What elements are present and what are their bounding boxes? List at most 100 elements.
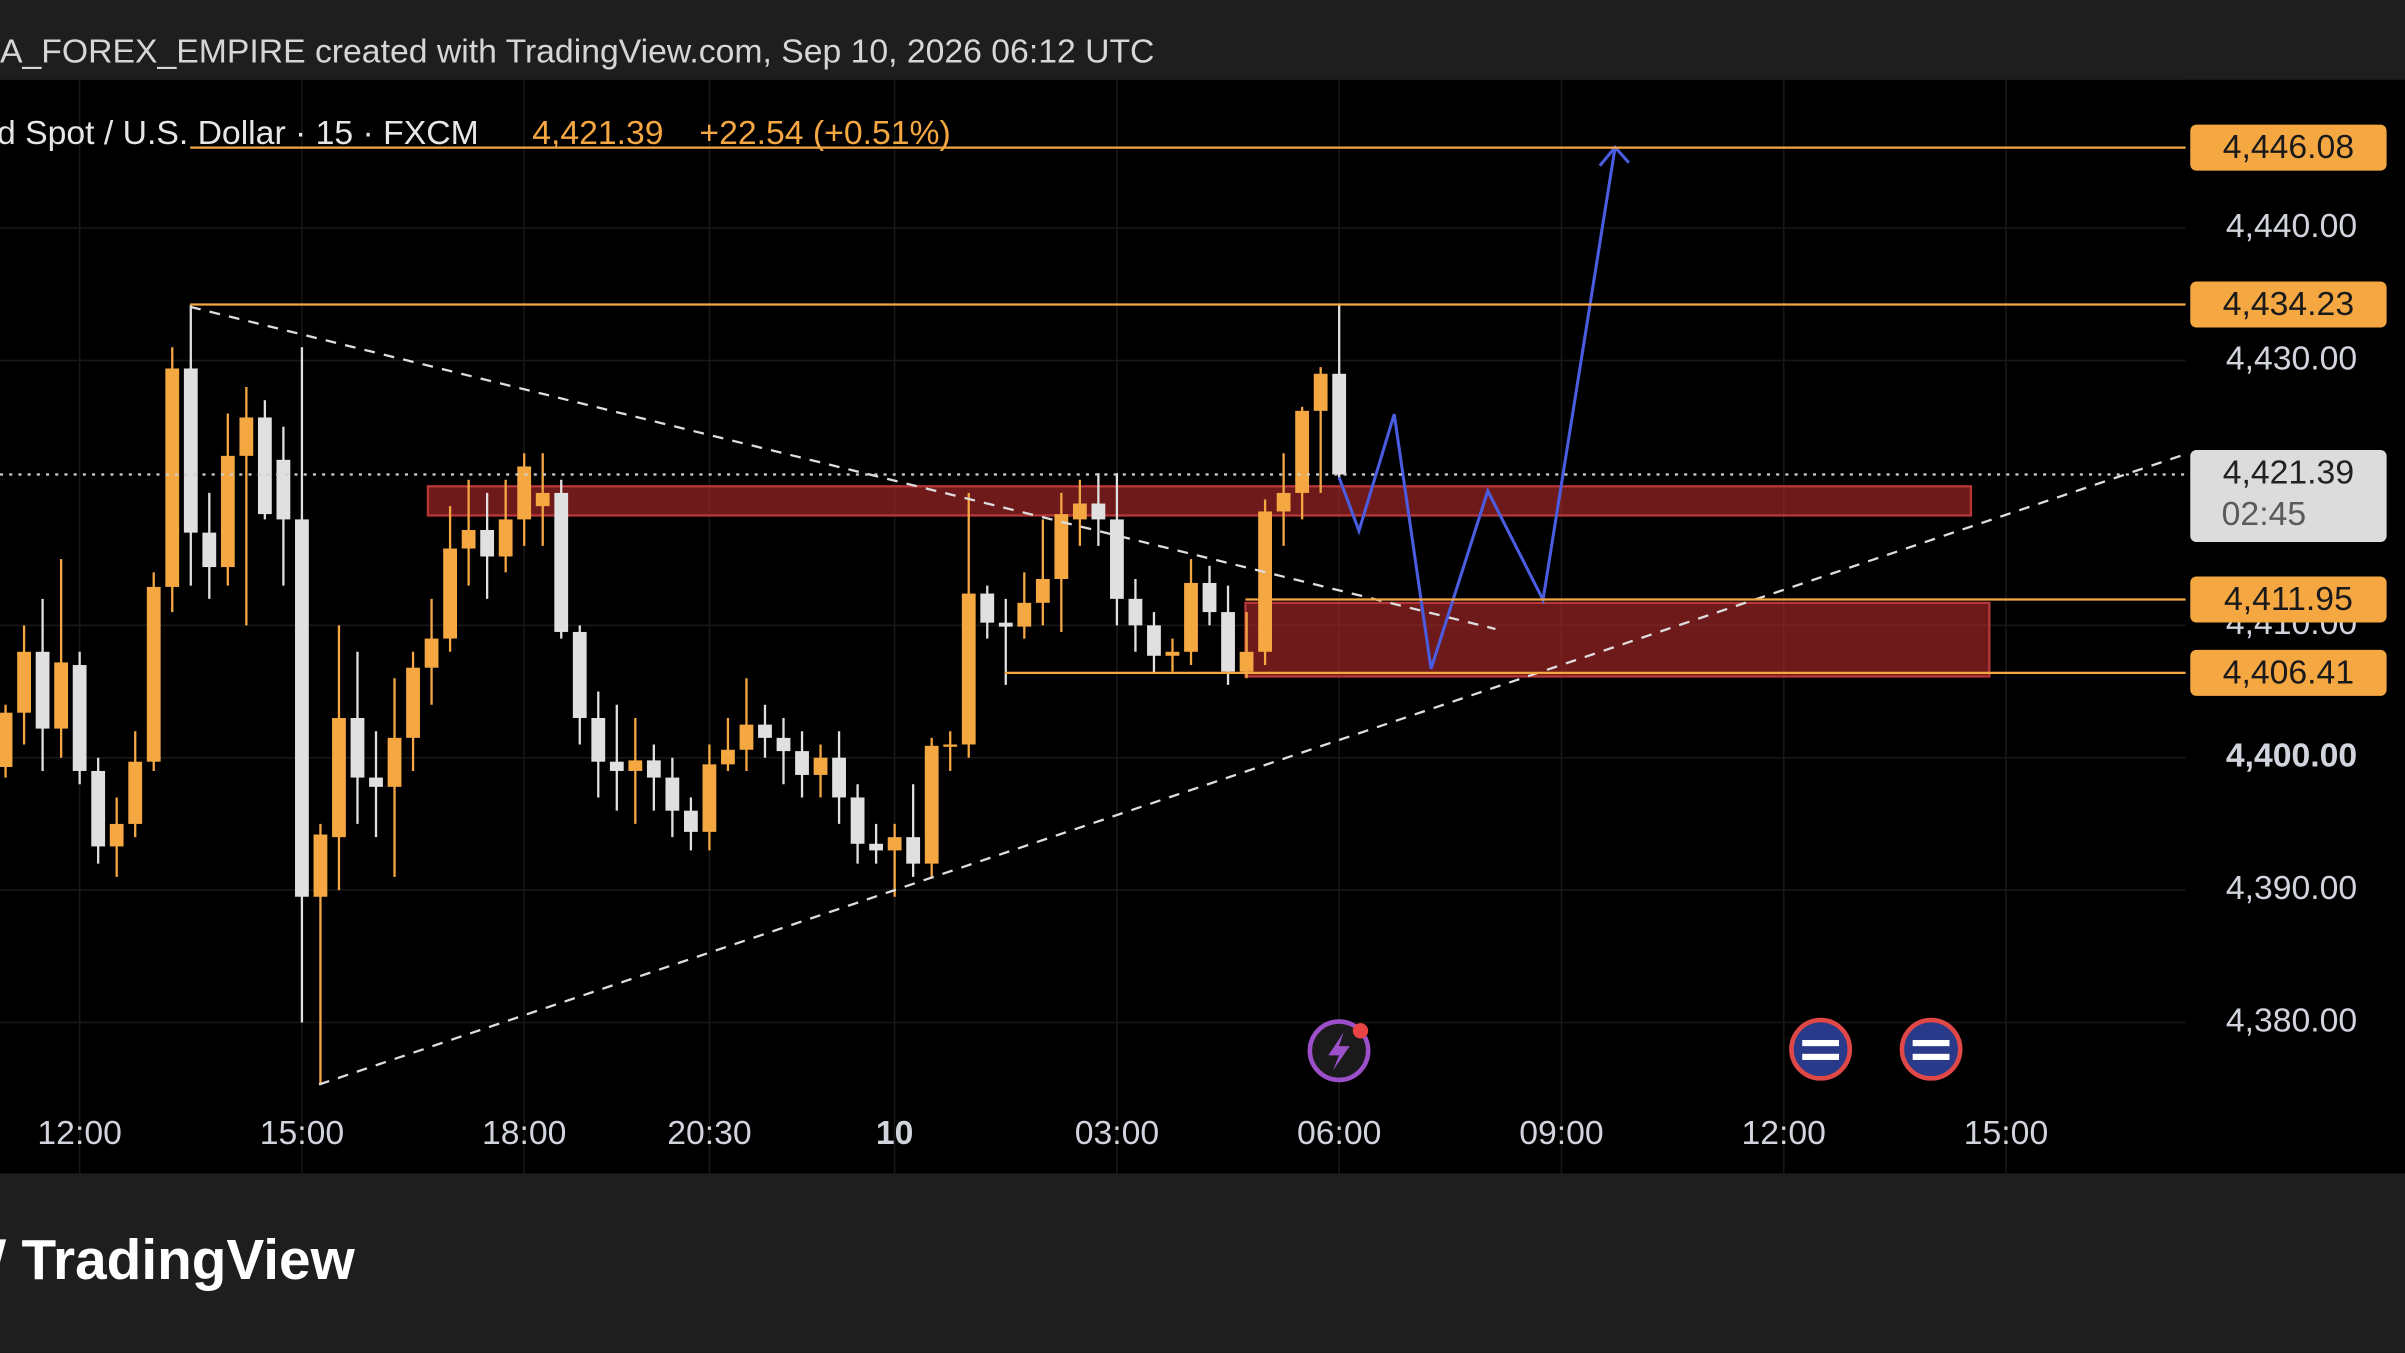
candle-body	[128, 761, 143, 824]
level-label: 4,446.08	[2223, 128, 2354, 166]
candle-body	[1313, 373, 1328, 411]
candle-body	[1276, 492, 1291, 512]
candle-body	[54, 662, 69, 729]
levels	[0, 146, 2186, 675]
candle-body	[1147, 625, 1161, 656]
candle-body	[1054, 514, 1069, 579]
x-tick-label: 15:00	[1964, 1114, 2048, 1152]
candle-body	[239, 417, 254, 456]
x-tick-label: 09:00	[1519, 1114, 1603, 1152]
candle-body	[276, 459, 291, 520]
candle-body	[665, 777, 680, 811]
level-label: 4,434.23	[2223, 285, 2354, 323]
candle-body	[1091, 503, 1106, 520]
x-tick-label: 03:00	[1075, 1114, 1159, 1152]
brand[interactable]: TradingView	[21, 1229, 355, 1292]
y-tick-label: 4,430.00	[2226, 339, 2357, 377]
last-price: 4,421.39	[532, 114, 663, 152]
trend-line	[189, 305, 1496, 631]
candle-body	[535, 492, 550, 507]
y-tick-label: 4,440.00	[2226, 207, 2357, 245]
candle-body	[480, 530, 495, 557]
event-icon[interactable]	[1789, 1017, 1853, 1081]
candle-body	[146, 586, 161, 762]
event-icon[interactable]	[1899, 1017, 1963, 1081]
candle-body	[813, 757, 828, 775]
candle-body	[109, 823, 124, 847]
candle-body	[609, 761, 624, 771]
candle-body	[1202, 582, 1217, 613]
candle-body	[1072, 503, 1087, 520]
event-dot	[1352, 1023, 1369, 1039]
candle-body	[0, 712, 13, 767]
candle-body	[424, 638, 439, 668]
x-tick-label: 10	[876, 1114, 914, 1152]
candle-body	[1184, 582, 1198, 652]
candle-body	[1295, 410, 1310, 493]
candle-body	[498, 519, 513, 557]
supply-zone	[426, 485, 1973, 517]
candle-body	[406, 667, 420, 738]
brand-glyph	[0, 1239, 7, 1263]
candle-body	[961, 593, 976, 745]
candle-body	[943, 744, 958, 747]
price-axis	[2185, 79, 2405, 1174]
candle-body	[850, 797, 865, 844]
x-tick-label: 12:00	[37, 1114, 121, 1152]
x-tick-label: 12:00	[1742, 1114, 1826, 1152]
x-tick-label: 20:30	[667, 1114, 751, 1152]
demand-zone	[1244, 601, 1991, 678]
level-label: 4,406.41	[2223, 653, 2354, 691]
candle-body	[350, 718, 365, 778]
countdown: 02:45	[2222, 495, 2306, 533]
candle-body	[572, 631, 587, 719]
level-box	[2190, 124, 2387, 171]
candle-body	[202, 532, 217, 568]
candles	[0, 304, 1347, 1085]
candle-body	[591, 718, 606, 762]
candle-body	[257, 417, 272, 515]
candle-body	[776, 737, 791, 752]
candle-body	[1128, 598, 1143, 626]
chart-title: d Spot / U.S. Dollar · 15 · FXCM	[0, 114, 479, 152]
candle-body	[739, 724, 754, 750]
y-tick-label: 4,390.00	[2226, 869, 2357, 907]
candle-body	[1017, 602, 1032, 627]
candle-body	[869, 843, 884, 851]
x-tick-label: 15:00	[260, 1114, 344, 1152]
header-bar	[0, 0, 2405, 80]
candle-body	[91, 770, 106, 847]
candle-body	[998, 622, 1013, 627]
level-box	[2190, 281, 2387, 328]
candle-body	[387, 737, 402, 787]
footer-bar	[0, 1173, 2405, 1353]
candle-body	[980, 593, 995, 623]
candle-body	[1165, 651, 1180, 656]
candle-body	[924, 745, 939, 864]
candle-body	[461, 530, 476, 549]
candle-body	[72, 665, 87, 771]
price-change: +22.54 (+0.51%)	[699, 114, 950, 152]
candle-body	[1239, 651, 1254, 672]
candle-body	[1110, 519, 1124, 599]
level-box	[2190, 649, 2387, 696]
y-tick-label: 4,400.00	[2226, 737, 2357, 775]
candle-body	[443, 548, 458, 639]
level-label: 4,411.95	[2224, 580, 2353, 618]
candle-body	[369, 777, 383, 787]
level-box	[2190, 576, 2387, 623]
candle-body	[165, 368, 180, 587]
candle-body	[1035, 578, 1050, 603]
candle-body	[758, 724, 772, 738]
x-tick-label: 18:00	[482, 1114, 566, 1152]
candle-body	[295, 519, 309, 897]
candle-body	[1332, 373, 1347, 475]
lightning-glyph	[1328, 1032, 1350, 1071]
trend-line	[318, 453, 2187, 1086]
candle-body	[702, 764, 717, 832]
x-tick-label: 06:00	[1297, 1114, 1381, 1152]
candle-body	[1258, 511, 1272, 652]
